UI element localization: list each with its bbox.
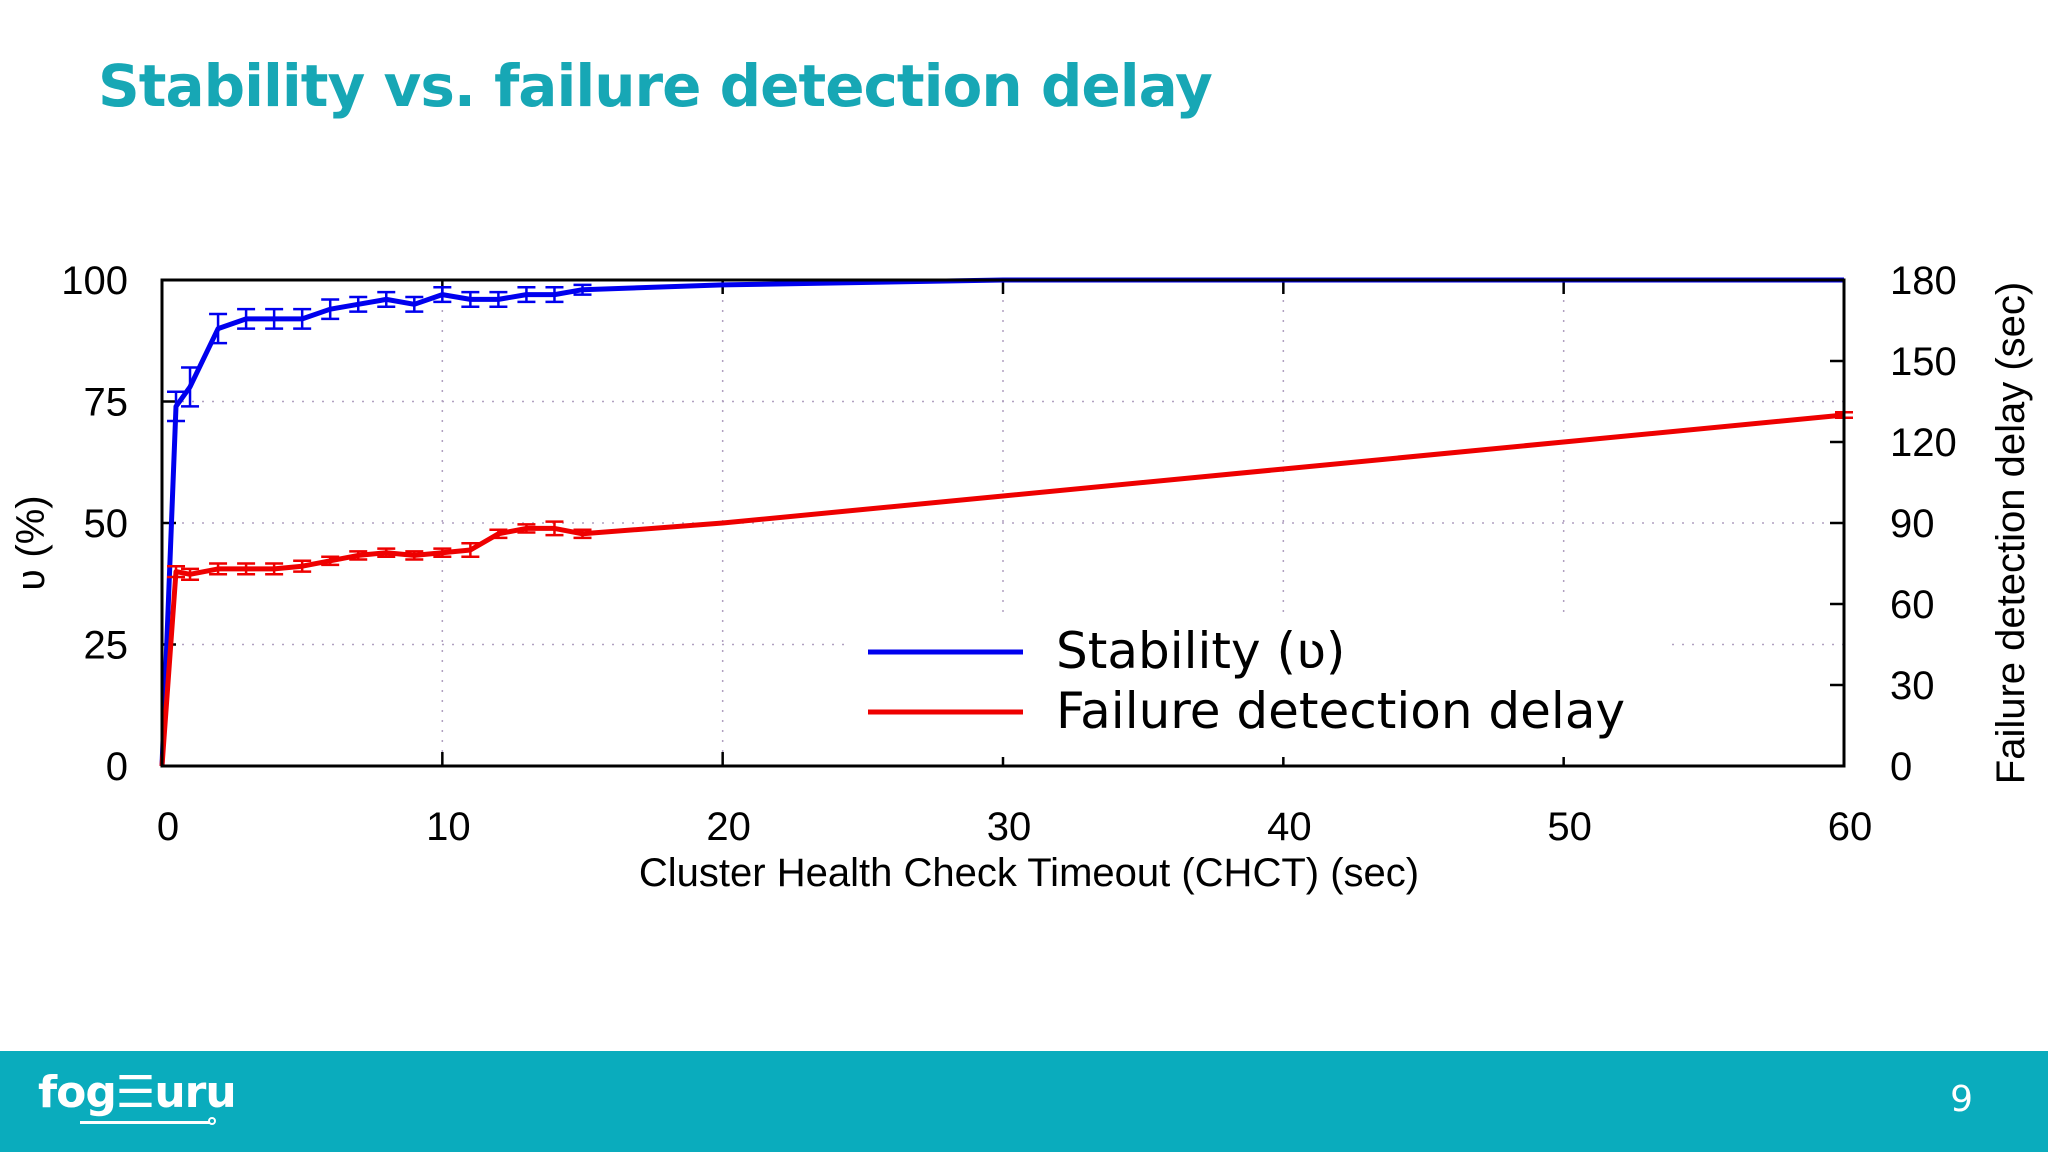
x-tick-label: 60 [1828, 805, 1873, 849]
logo-underline [80, 1121, 210, 1124]
x-axis-label: Cluster Health Check Timeout (CHCT) (sec… [639, 851, 1419, 895]
legend-label-2: Failure detection delay [1056, 682, 1625, 740]
y-tick-label: 50 [84, 502, 129, 546]
footer-bar: fog☰uru 9 [0, 1051, 2048, 1152]
y2-tick-label: 30 [1890, 664, 1935, 708]
series-line-1 [159, 277, 1844, 767]
y2-tick-label: 0 [1890, 745, 1912, 789]
chart: 0 10 20 30 40 50 60 0 25 50 75 100 0 30 60 90 120 150 180 C… [9, 259, 2033, 895]
legend-box [850, 612, 1670, 757]
x-tick-label: 50 [1547, 805, 1592, 849]
y-tick-label: 100 [61, 259, 128, 303]
y2-tick-label: 90 [1890, 502, 1935, 546]
y2-tick-label: 180 [1890, 259, 1957, 303]
x-tick-label: 20 [706, 805, 751, 849]
y2-tick-label: 150 [1890, 340, 1957, 384]
y-tick-label: 75 [84, 381, 129, 425]
logo-dot-icon [208, 1117, 216, 1125]
x-tick-label: 30 [987, 805, 1032, 849]
y-axis-label: ʋ (%) [9, 495, 53, 590]
plot-frame [160, 278, 1846, 768]
series-line-2 [159, 412, 1845, 767]
y2-tick-label: 120 [1890, 421, 1957, 465]
legend-label-1: Stability (ʋ) [1056, 622, 1345, 680]
y-tick-label: 0 [106, 745, 128, 789]
x-tick-label: 0 [157, 805, 179, 849]
y2-tick-label: 60 [1890, 583, 1935, 627]
page-number: 9 [1950, 1079, 1973, 1120]
slide-title: Stability vs. failure detection delay [98, 52, 1213, 120]
y-tick-label: 25 [84, 624, 129, 668]
foguru-logo: fog☰uru [38, 1067, 237, 1118]
x-tick-label: 40 [1267, 805, 1312, 849]
x-tick-label: 10 [426, 805, 471, 849]
y2-axis-label: Failure detection delay (sec) [1989, 282, 2033, 784]
